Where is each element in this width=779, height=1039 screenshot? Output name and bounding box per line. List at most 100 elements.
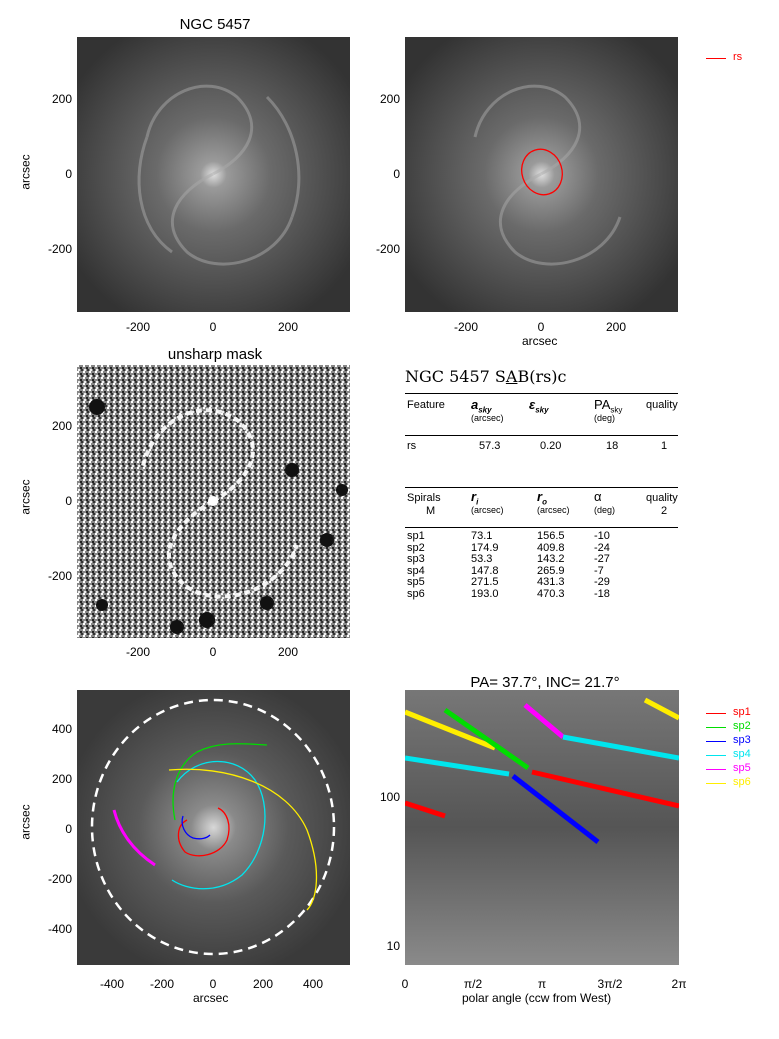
panel5-xtick: -400 <box>99 977 125 991</box>
panel2-xtick: -200 <box>453 320 479 334</box>
col-a-sky: asky <box>471 397 492 415</box>
panel5-xtick: -200 <box>149 977 175 991</box>
unsharp-mask-image <box>77 365 350 638</box>
panel3-xtick: 0 <box>209 645 217 659</box>
panel2-xtick: 200 <box>605 320 627 334</box>
panel1-ytick: 0 <box>65 167 72 181</box>
table-header-prefix: NGC 5457 S <box>405 367 506 386</box>
col-quality2-value: 2 <box>661 505 668 517</box>
galaxy-image-svg <box>77 37 350 312</box>
spiral-fit-image <box>77 690 350 965</box>
sp1-track <box>531 769 679 809</box>
col-ro-label: r <box>537 489 543 504</box>
sp6-legend-label: sp6 <box>733 776 751 788</box>
panel5-xlabel: arcsec <box>193 991 229 1005</box>
table-cell: sp3 <box>407 553 425 565</box>
panel1-title: NGC 5457 <box>179 16 251 33</box>
sp2-track <box>443 707 530 771</box>
col-m: M <box>426 505 436 517</box>
panel5-ylabel: arcsec <box>18 804 33 840</box>
panel3-ytick: -200 <box>47 569 72 583</box>
col-alpha: α <box>594 489 602 504</box>
table-cell: sp4 <box>407 564 425 577</box>
panel2-ytick: -200 <box>375 242 400 256</box>
sp3-arm <box>181 815 211 840</box>
table-cell: -7 <box>594 564 604 577</box>
col-pa-units: (deg) <box>594 413 616 423</box>
panel1-ytick: 200 <box>51 92 72 106</box>
panel6-xtick: π/2 <box>463 977 483 991</box>
col-ri: ri <box>471 489 478 507</box>
panel2-ytick: 200 <box>379 92 400 106</box>
panel1-xtick: 200 <box>277 320 299 334</box>
table-cell: -29 <box>594 576 610 588</box>
panel3-xtick: 200 <box>277 645 299 659</box>
sp6-track <box>643 697 679 721</box>
sp3-legend-label: sp3 <box>733 734 751 746</box>
col-quality: quality <box>646 399 678 411</box>
table-header-suffix: B(rs)c <box>517 367 567 386</box>
panel6-xtick: 3π/2 <box>597 977 623 991</box>
panel3-ytick: 200 <box>51 419 72 433</box>
panel3-xtick: -200 <box>125 645 151 659</box>
col-a-sky-label: a <box>471 397 479 412</box>
col-ri-label: r <box>471 489 477 504</box>
panel5-ytick: 0 <box>65 822 72 836</box>
disk-boundary <box>90 698 336 956</box>
table-cell: sp1 <box>407 530 425 542</box>
col-ri-sub: i <box>476 497 479 507</box>
panel2-ytick: 0 <box>393 167 400 181</box>
table-rule <box>405 527 678 528</box>
table-cell: -27 <box>594 553 610 565</box>
cell: 0.20 <box>540 440 562 452</box>
spiral-fit-svg <box>77 690 350 965</box>
table-cell: -24 <box>594 541 610 554</box>
table-rule <box>405 393 678 394</box>
table-header: NGC 5457 SAB(rs)c <box>405 367 567 386</box>
panel5-xtick: 400 <box>302 977 324 991</box>
sp5-track <box>523 703 565 739</box>
table-cell: sp5 <box>407 576 425 588</box>
panel3-ylabel: arcsec <box>18 479 33 515</box>
sp1-arm <box>177 807 230 857</box>
table-cell: 143.2 <box>537 553 565 565</box>
panel5-xtick: 0 <box>209 977 217 991</box>
polar-svg <box>405 690 679 965</box>
sp5-arm <box>112 809 156 867</box>
col-eps-sky-label: ε <box>529 397 536 412</box>
table-cell: 470.3 <box>537 587 565 600</box>
table-rule <box>405 487 678 488</box>
table-cell: 431.3 <box>537 576 565 588</box>
panel6-xtick: 0 <box>401 977 409 991</box>
table-cell: 73.1 <box>471 530 493 542</box>
cell: rs <box>407 440 417 452</box>
panel1-xtick: -200 <box>125 320 151 334</box>
sp4-legend-label: sp4 <box>733 748 751 760</box>
col-ro: ro <box>537 489 547 507</box>
galaxy-ring-image <box>405 37 678 312</box>
sp1-legend-line <box>706 713 726 714</box>
col-quality2: quality <box>646 492 678 504</box>
sp1-legend-label: sp1 <box>733 706 751 718</box>
cell: 18 <box>606 440 619 452</box>
col-a-sky-units: (arcsec) <box>471 413 504 423</box>
sp4-track <box>562 734 679 761</box>
table-header-underlined: A <box>505 367 518 386</box>
table-cell: -18 <box>594 587 610 600</box>
sp6-legend-line <box>706 783 726 784</box>
table-cell: 147.8 <box>471 564 499 577</box>
panel5-ytick: 400 <box>51 722 72 736</box>
panel2-xtick: 0 <box>537 320 545 334</box>
table-rule <box>405 435 678 436</box>
col-ro-sub: o <box>542 497 547 507</box>
table-cell: -10 <box>594 530 610 542</box>
sp2-legend-label: sp2 <box>733 720 751 732</box>
col-pa-sky-sub: sky <box>610 405 623 415</box>
table-cell: 53.3 <box>471 553 493 565</box>
sp5-legend-line <box>706 769 726 770</box>
table-cell: 156.5 <box>537 530 565 542</box>
panel3-title: unsharp mask <box>167 346 263 363</box>
panel1-ylabel: arcsec <box>18 154 33 190</box>
col-feature: Feature <box>407 399 445 411</box>
rs-legend-label: rs <box>733 51 743 63</box>
